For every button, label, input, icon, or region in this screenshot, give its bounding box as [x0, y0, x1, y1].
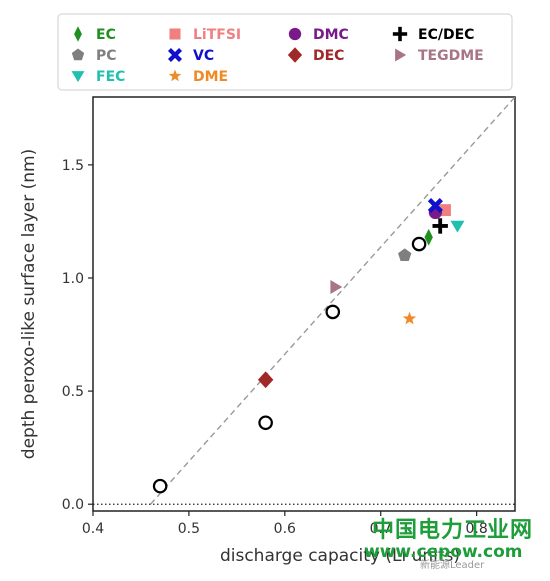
legend-entry-ec-dec: EC/DEC: [392, 26, 474, 43]
point-ec-dec: [432, 218, 448, 234]
x-tick-label: 0.7: [370, 521, 392, 537]
watermark-source: 新能源Leader: [420, 560, 485, 571]
legend-label: LiTFSI: [193, 27, 241, 43]
point-ec: [424, 228, 433, 246]
y-tick-label: 0.0: [62, 497, 84, 513]
x-axis: 0.4 0.5 0.6 0.7 0.8: [82, 511, 488, 537]
y-tick-label: 0.5: [62, 384, 84, 400]
y-tick-label: 1.5: [62, 158, 84, 174]
y-axis: 0.0 0.5 1.0 1.5: [62, 158, 93, 513]
point-fec: [450, 220, 465, 233]
legend-entry-dec: DEC: [287, 47, 344, 64]
point-tegdme: [330, 280, 343, 295]
legend-entry-tegdme: TEGDME: [395, 48, 484, 64]
y-axis-label: depth peroxo-like surface layer (nm): [19, 149, 39, 459]
open-circle-point: [411, 236, 427, 252]
fit-line: [150, 97, 515, 505]
data-points: [152, 198, 465, 494]
x-tick-label: 0.5: [178, 521, 200, 537]
point-pc: [398, 248, 412, 262]
point-dec: [257, 371, 274, 389]
point-litfsi: [439, 204, 451, 217]
legend-label: DME: [193, 69, 228, 85]
legend-label: FEC: [96, 69, 125, 85]
open-circle-point: [152, 478, 168, 494]
legend-entry-dmc: DMC: [288, 27, 349, 43]
point-dme: [402, 311, 417, 325]
legend-label: DMC: [313, 27, 349, 43]
legend-entry-ec: EC: [74, 26, 116, 43]
x-tick-label: 0.6: [274, 521, 296, 537]
legend-entry-litfsi: LiTFSI: [169, 27, 241, 43]
legend: EC LiTFSI DMC EC/DEC PC VC DEC TEGDME FEC DME: [57, 13, 513, 91]
y-tick-label: 1.0: [62, 271, 84, 287]
legend-label: DEC: [313, 48, 344, 64]
legend-label: EC/DEC: [418, 27, 474, 43]
legend-label: VC: [193, 48, 214, 64]
open-circle-point: [258, 415, 273, 431]
x-axis-label: discharge capacity (Li units): [220, 546, 460, 566]
watermark-title: 中国电力工业网: [372, 518, 534, 543]
legend-entry-fec: FEC: [71, 69, 125, 85]
legend-entry-pc: PC: [71, 48, 117, 64]
legend-label: TEGDME: [418, 48, 484, 64]
legend-entry-dme: DME: [168, 69, 228, 85]
open-circle-point: [325, 304, 341, 320]
legend-label: EC: [96, 27, 116, 43]
watermark-url: www.cepow.com: [364, 542, 523, 562]
point-vc: [427, 198, 443, 214]
x-tick-label: 0.8: [466, 521, 488, 537]
x-tick-label: 0.4: [82, 521, 104, 537]
legend-entry-vc: VC: [167, 47, 214, 64]
legend-label: PC: [96, 48, 117, 64]
plot-frame: [92, 96, 516, 512]
